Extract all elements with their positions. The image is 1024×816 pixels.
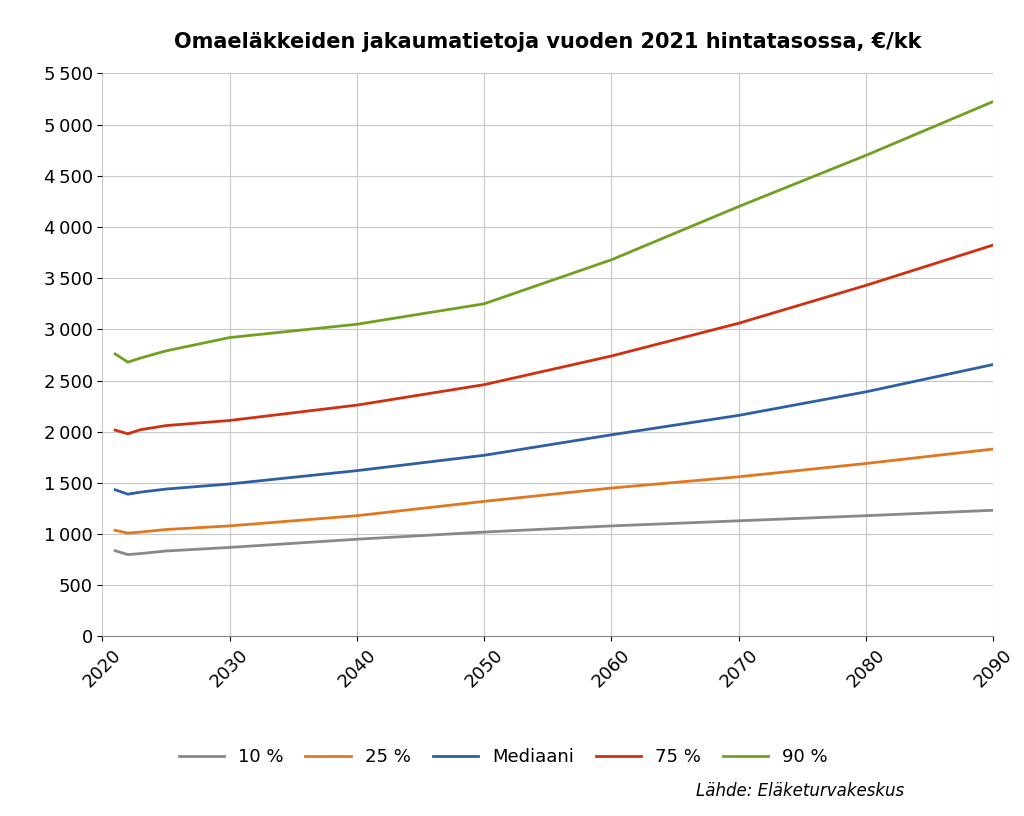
10 % bbox=[237, 542, 249, 552]
Legend: 10 %, 25 %, Mediaani, 75 %, 90 %: 10 %, 25 %, Mediaani, 75 %, 90 % bbox=[171, 741, 836, 774]
75 % bbox=[326, 403, 338, 413]
10 % bbox=[987, 505, 999, 515]
25 % bbox=[237, 520, 249, 530]
25 % bbox=[872, 457, 885, 467]
90 % bbox=[237, 331, 249, 341]
10 % bbox=[605, 521, 617, 531]
Mediaani bbox=[605, 430, 617, 440]
75 % bbox=[860, 281, 872, 290]
90 % bbox=[987, 96, 999, 106]
90 % bbox=[122, 357, 134, 367]
90 % bbox=[872, 145, 885, 155]
90 % bbox=[605, 255, 617, 264]
25 % bbox=[605, 483, 617, 493]
25 % bbox=[109, 526, 121, 535]
Mediaani bbox=[237, 477, 249, 487]
Mediaani bbox=[987, 360, 999, 370]
90 % bbox=[109, 349, 121, 359]
Mediaani bbox=[122, 490, 134, 499]
Line: 10 %: 10 % bbox=[115, 510, 993, 555]
25 % bbox=[122, 528, 134, 538]
Line: 90 %: 90 % bbox=[115, 101, 993, 362]
75 % bbox=[872, 277, 885, 286]
90 % bbox=[389, 313, 401, 323]
Title: Omaeläkkeiden jakaumatietoja vuoden 2021 hintatasossa, €/kk: Omaeläkkeiden jakaumatietoja vuoden 2021… bbox=[174, 33, 922, 52]
Mediaani bbox=[389, 461, 401, 471]
10 % bbox=[326, 536, 338, 546]
Mediaani bbox=[872, 384, 885, 394]
25 % bbox=[389, 507, 401, 517]
75 % bbox=[605, 351, 617, 361]
10 % bbox=[122, 550, 134, 560]
10 % bbox=[109, 546, 121, 556]
Line: 25 %: 25 % bbox=[115, 449, 993, 533]
10 % bbox=[860, 511, 872, 521]
25 % bbox=[987, 444, 999, 454]
75 % bbox=[109, 425, 121, 435]
90 % bbox=[326, 322, 338, 332]
90 % bbox=[860, 150, 872, 160]
Mediaani bbox=[109, 485, 121, 494]
75 % bbox=[389, 394, 401, 404]
Line: Mediaani: Mediaani bbox=[115, 365, 993, 494]
Line: 75 %: 75 % bbox=[115, 245, 993, 434]
Mediaani bbox=[860, 387, 872, 397]
25 % bbox=[860, 459, 872, 468]
75 % bbox=[987, 240, 999, 250]
Text: Lähde: Eläketurvakeskus: Lähde: Eläketurvakeskus bbox=[696, 782, 904, 800]
10 % bbox=[389, 532, 401, 542]
25 % bbox=[326, 512, 338, 522]
Mediaani bbox=[326, 468, 338, 478]
75 % bbox=[122, 429, 134, 439]
10 % bbox=[872, 510, 885, 520]
75 % bbox=[237, 414, 249, 424]
